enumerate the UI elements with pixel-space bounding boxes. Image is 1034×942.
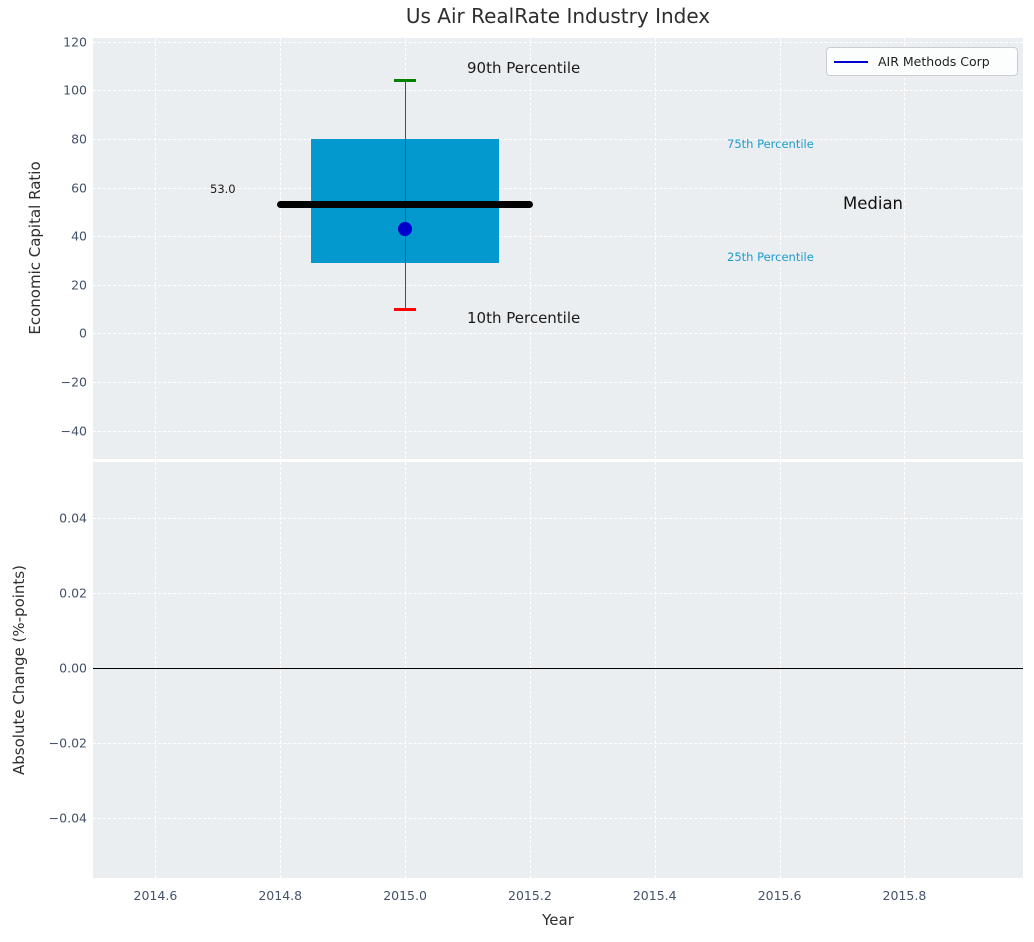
gridline-vertical bbox=[904, 462, 906, 878]
gridline-vertical bbox=[529, 462, 531, 878]
gridline-vertical bbox=[155, 462, 157, 878]
annotation-90th-percentile: 90th Percentile bbox=[467, 59, 581, 77]
gridline-horizontal bbox=[93, 517, 1023, 519]
gridline-horizontal bbox=[93, 41, 1023, 43]
gridline-vertical bbox=[654, 38, 656, 459]
x-tick-label: 2014.8 bbox=[258, 888, 303, 903]
gridline-vertical bbox=[654, 462, 656, 878]
top-plot-area bbox=[93, 38, 1023, 459]
gridline-horizontal bbox=[93, 817, 1023, 819]
gridline-horizontal bbox=[93, 236, 1023, 238]
y-tick-label: 0 bbox=[79, 325, 87, 341]
y-tick-label: −20 bbox=[60, 374, 87, 390]
gridline-horizontal bbox=[93, 592, 1023, 594]
y-tick-label: 0.00 bbox=[59, 660, 87, 676]
gridline-horizontal bbox=[93, 742, 1023, 744]
gridline-horizontal bbox=[93, 333, 1023, 335]
whisker-line bbox=[405, 80, 407, 310]
gridline-vertical bbox=[280, 38, 282, 459]
gridline-horizontal bbox=[93, 430, 1023, 432]
iqr-box bbox=[311, 139, 499, 263]
gridline-horizontal bbox=[93, 284, 1023, 286]
median-line bbox=[277, 201, 533, 209]
legend-box: AIR Methods Corp bbox=[826, 47, 1018, 76]
gridline-horizontal bbox=[93, 90, 1023, 92]
bottom-plot-area bbox=[93, 462, 1023, 878]
x-tick-label: 2015.8 bbox=[882, 888, 927, 903]
x-axis-label: Year bbox=[542, 911, 574, 929]
bottom-y-axis-label: Absolute Change (%-points) bbox=[10, 565, 28, 775]
gridline-vertical bbox=[405, 462, 407, 878]
chart-title: Us Air RealRate Industry Index bbox=[405, 4, 711, 28]
annotation-median: Median bbox=[843, 194, 904, 213]
annotation-10th-percentile: 10th Percentile bbox=[467, 309, 581, 327]
zero-line bbox=[93, 667, 1023, 669]
y-tick-label: −0.02 bbox=[48, 735, 87, 751]
x-tick-label: 2015.6 bbox=[757, 888, 802, 903]
x-tick-label: 2015.0 bbox=[383, 888, 427, 903]
y-tick-label: 20 bbox=[71, 277, 87, 293]
y-tick-label: 100 bbox=[63, 82, 87, 98]
gridline-vertical bbox=[779, 38, 781, 459]
gridline-vertical bbox=[280, 462, 282, 878]
gridline-horizontal bbox=[93, 381, 1023, 383]
p10-cap bbox=[394, 307, 417, 311]
y-tick-label: 80 bbox=[71, 131, 87, 147]
y-tick-label: 40 bbox=[71, 228, 87, 244]
gridline-horizontal bbox=[93, 187, 1023, 189]
annotation-25th-percentile: 25th Percentile bbox=[727, 250, 814, 264]
company-marker-dot bbox=[398, 221, 413, 236]
p90-cap bbox=[394, 79, 417, 83]
annotation-median-value: 53.0 bbox=[210, 182, 236, 196]
annotation-75th-percentile: 75th Percentile bbox=[727, 137, 814, 151]
y-tick-label: −40 bbox=[60, 423, 87, 439]
gridline-vertical bbox=[904, 38, 906, 459]
y-tick-label: −0.04 bbox=[48, 810, 87, 826]
legend-entry-label: AIR Methods Corp bbox=[878, 54, 990, 69]
gridline-vertical bbox=[529, 38, 531, 459]
x-tick-label: 2015.4 bbox=[632, 888, 677, 903]
gridline-vertical bbox=[155, 38, 157, 459]
legend-line-sample bbox=[834, 60, 868, 63]
y-tick-label: 60 bbox=[71, 180, 87, 196]
gridline-horizontal bbox=[93, 139, 1023, 141]
gridline-vertical bbox=[779, 462, 781, 878]
x-tick-label: 2014.6 bbox=[133, 888, 178, 903]
x-tick-label: 2015.2 bbox=[508, 888, 552, 903]
y-tick-label: 120 bbox=[63, 34, 87, 50]
y-tick-label: 0.04 bbox=[59, 510, 87, 526]
y-tick-label: 0.02 bbox=[59, 585, 87, 601]
